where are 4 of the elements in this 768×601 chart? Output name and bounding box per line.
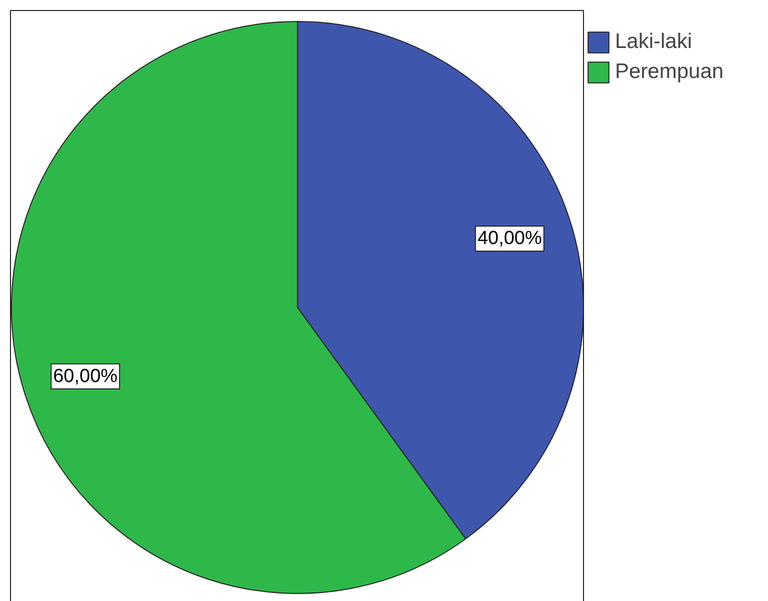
data-label: 40,00% bbox=[477, 228, 542, 250]
data-label: 60,00% bbox=[53, 366, 118, 387]
legend-label: Laki-laki bbox=[615, 30, 692, 54]
legend-label: Perempuan bbox=[615, 60, 724, 84]
